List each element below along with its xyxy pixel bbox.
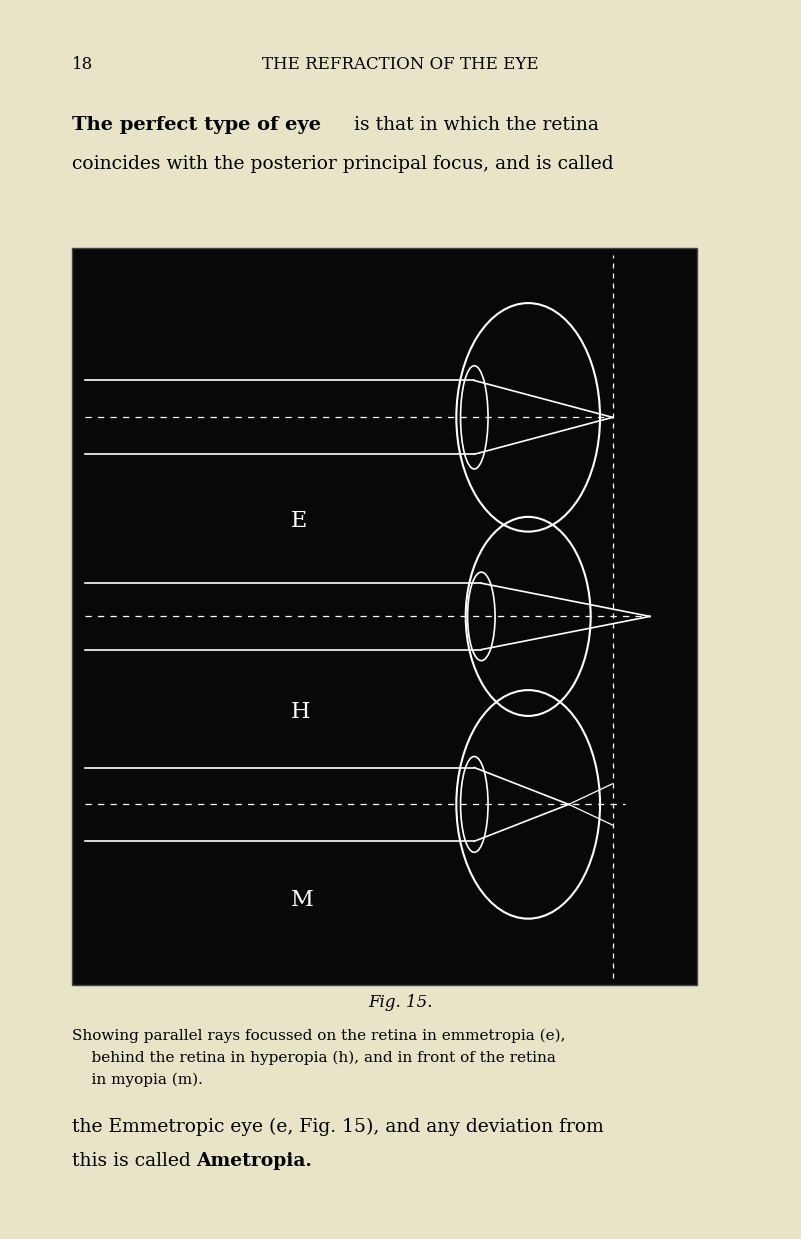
- Text: 18: 18: [72, 56, 94, 73]
- Text: The perfect type of eye: The perfect type of eye: [72, 116, 321, 135]
- Text: Fig. 15.: Fig. 15.: [368, 994, 433, 1011]
- Text: is that in which the retina: is that in which the retina: [348, 116, 599, 135]
- Text: THE REFRACTION OF THE EYE: THE REFRACTION OF THE EYE: [262, 56, 539, 73]
- Bar: [72, 248, 697, 985]
- Text: E: E: [291, 509, 307, 532]
- Text: Showing parallel rays focussed on the retina in emmetropia (e),: Showing parallel rays focussed on the re…: [72, 1028, 566, 1043]
- Text: coincides with the posterior principal focus, and is called: coincides with the posterior principal f…: [72, 155, 614, 173]
- Text: Ametropia.: Ametropia.: [196, 1152, 312, 1171]
- Text: H: H: [291, 701, 310, 724]
- Text: M: M: [291, 890, 313, 911]
- Text: in myopia (m).: in myopia (m).: [72, 1073, 203, 1088]
- Text: the Emmetropic eye (e, Fig. 15), and any deviation from: the Emmetropic eye (e, Fig. 15), and any…: [72, 1118, 604, 1136]
- Text: this is called: this is called: [72, 1152, 197, 1171]
- Text: behind the retina in hyperopia (h), and in front of the retina: behind the retina in hyperopia (h), and …: [72, 1051, 556, 1066]
